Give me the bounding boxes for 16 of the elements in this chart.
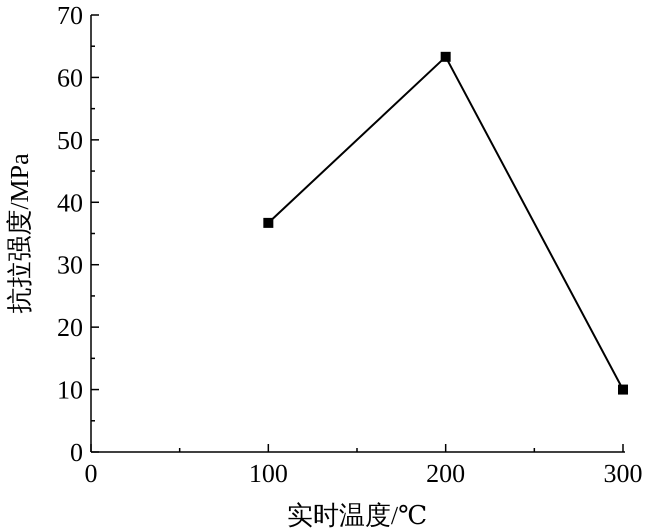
point (263, 218, 274, 228)
y-axis-title: 抗拉强度/MPa (5, 152, 34, 314)
y-tick-label: 20 (57, 313, 83, 342)
y-tick-label: 0 (70, 438, 83, 467)
y-tick-label: 50 (57, 126, 83, 155)
y-tick-label: 10 (57, 376, 83, 405)
x-tick-label: 300 (604, 459, 642, 488)
x-axis-title: 实时温度/℃ (286, 501, 428, 530)
x-tick-label: 100 (248, 459, 288, 488)
y-tick-label: 30 (57, 250, 83, 280)
y-tick-label: 60 (57, 63, 83, 92)
x-tick-label: 200 (426, 459, 466, 488)
y-tick-label: 40 (57, 188, 83, 218)
y-tick-label: 70 (57, 1, 83, 30)
point (440, 52, 451, 62)
point (618, 384, 628, 395)
